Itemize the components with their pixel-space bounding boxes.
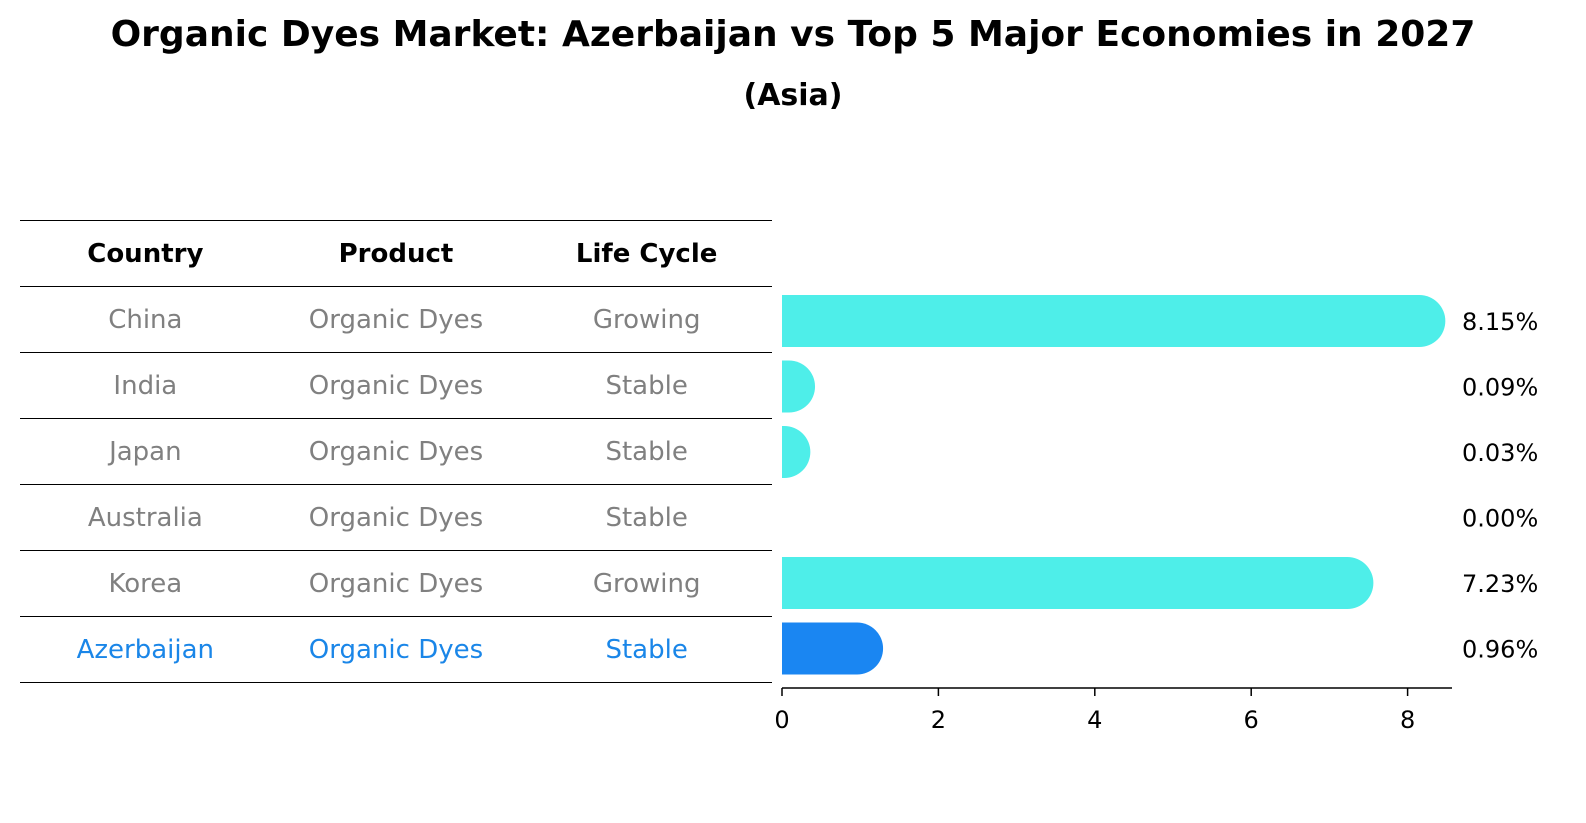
header-country: Country: [20, 220, 271, 287]
x-tick-label: 2: [931, 706, 946, 734]
bar-india: [782, 360, 816, 413]
table-row: Australia Organic Dyes Stable: [20, 484, 772, 551]
cell-life-cycle: Stable: [521, 418, 772, 485]
value-label-korea: 7.23%: [1462, 570, 1538, 598]
value-label-china: 8.15%: [1462, 308, 1538, 336]
cell-life-cycle: Stable: [521, 616, 772, 683]
table-row: India Organic Dyes Stable: [20, 352, 772, 419]
data-table: Country Product Life Cycle China Organic…: [20, 220, 772, 683]
bar-korea: [782, 557, 1374, 609]
cell-life-cycle: Stable: [521, 352, 772, 419]
cell-life-cycle: Stable: [521, 484, 772, 551]
value-label-india: 0.09%: [1462, 374, 1538, 402]
cell-country: Australia: [20, 484, 271, 551]
table-row: China Organic Dyes Growing: [20, 286, 772, 353]
header-life-cycle: Life Cycle: [521, 220, 772, 287]
cell-life-cycle: Growing: [521, 286, 772, 353]
bar-china: [782, 295, 1446, 347]
chart-subtitle: (Asia): [743, 78, 843, 113]
chart-title: Organic Dyes Market: Azerbaijan vs Top 5…: [110, 14, 1476, 55]
value-label-azerbaijan: 0.96%: [1462, 636, 1538, 664]
bar-azerbaijan: [782, 622, 884, 675]
cell-product: Organic Dyes: [270, 616, 522, 683]
cell-life-cycle: Growing: [521, 550, 772, 617]
table-header-row: Country Product Life Cycle: [20, 220, 772, 287]
cell-product: Organic Dyes: [270, 550, 522, 617]
cell-country: India: [20, 352, 271, 419]
x-tick-label: 6: [1244, 706, 1259, 734]
table-row-highlighted: Azerbaijan Organic Dyes Stable: [20, 616, 772, 683]
cell-country: China: [20, 286, 271, 353]
cell-country: Korea: [20, 550, 271, 617]
cell-product: Organic Dyes: [270, 484, 522, 551]
x-tick-label: 8: [1400, 706, 1415, 734]
x-tick-label: 4: [1087, 706, 1102, 734]
cell-product: Organic Dyes: [270, 286, 522, 353]
value-label-japan: 0.03%: [1462, 439, 1538, 467]
cell-country: Azerbaijan: [20, 616, 271, 683]
table-row: Korea Organic Dyes Growing: [20, 550, 772, 617]
table-row: Japan Organic Dyes Stable: [20, 418, 772, 485]
cell-country: Japan: [20, 418, 271, 485]
cell-product: Organic Dyes: [270, 418, 522, 485]
bar-japan: [782, 426, 811, 478]
cell-product: Organic Dyes: [270, 352, 522, 419]
header-product: Product: [270, 220, 522, 287]
value-label-australia: 0.00%: [1462, 505, 1538, 533]
x-tick-label: 0: [774, 706, 789, 734]
